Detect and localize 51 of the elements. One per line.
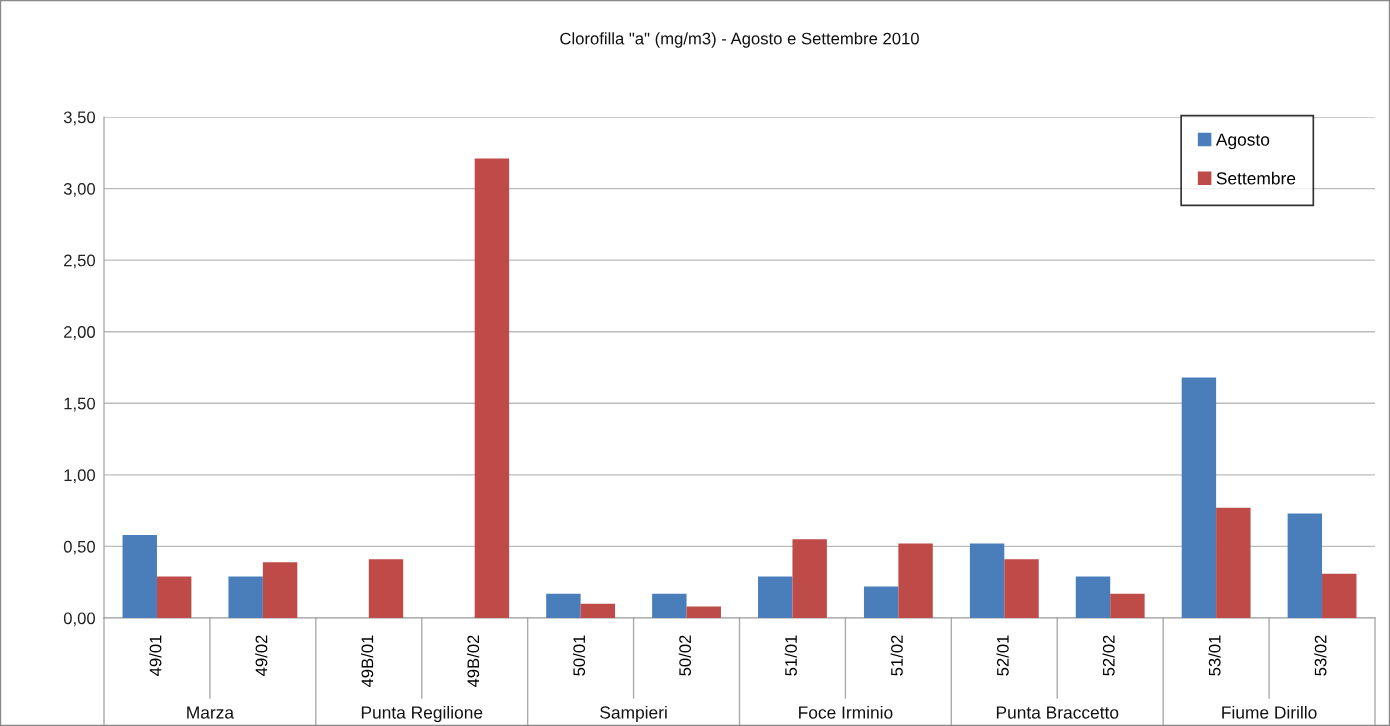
bar	[580, 603, 616, 618]
y-tick-label: 2,00	[64, 326, 96, 340]
bar	[969, 543, 1005, 618]
text: Sampieri	[600, 705, 667, 723]
bar	[1004, 559, 1039, 618]
text: Fiume Dirillo	[1222, 705, 1317, 719]
bar	[863, 586, 899, 618]
bar	[792, 539, 827, 618]
x-tick-label: 52/01	[996, 635, 1009, 676]
x-tick-label: 49/01	[149, 635, 162, 676]
bar	[1181, 377, 1217, 618]
bar	[474, 158, 510, 618]
bar	[1322, 573, 1357, 618]
x-tick-label: 52/02	[1102, 635, 1115, 676]
legend-label: Settembre	[1216, 171, 1296, 185]
text: Punta Regilione	[361, 705, 483, 723]
x-tick-label: 50/01	[572, 635, 586, 676]
text: Marza	[187, 706, 235, 719]
text: Punta Braccetto	[996, 706, 1119, 719]
y-tick-label: 0,00	[63, 612, 96, 627]
bar	[262, 562, 298, 618]
bar	[686, 606, 721, 618]
bar	[1075, 576, 1111, 618]
bar	[898, 543, 933, 618]
x-tick-label: 49B/01	[361, 635, 374, 688]
bar	[122, 534, 157, 618]
bar	[652, 593, 687, 618]
y-tick-label: 3,50	[63, 111, 96, 126]
x-tick-label: 51/01	[784, 635, 797, 676]
y-tick-label: 1,50	[64, 397, 96, 412]
y-tick-label: 2,50	[64, 254, 96, 269]
bar	[1216, 507, 1251, 618]
bar	[368, 559, 404, 618]
x-tick-label: 49B/02	[466, 635, 480, 688]
x-tick-label: 53/01	[1208, 635, 1221, 676]
legend-label: Agosto	[1215, 133, 1270, 150]
x-tick-label: 51/02	[890, 635, 903, 676]
y-tick-label: 3,00	[63, 182, 96, 197]
y-tick-label: 1,00	[64, 469, 96, 484]
bar	[758, 576, 793, 618]
bar	[1287, 513, 1323, 618]
y-tick-label: 0,50	[63, 540, 96, 555]
bar	[1110, 593, 1145, 618]
bar	[156, 576, 192, 618]
chart-title: Clorofilla "a" (mg/m3) - Agosto e Settembre 2010	[560, 32, 919, 48]
x-tick-label: 50/02	[678, 635, 692, 676]
x-tick-label: 53/02	[1314, 635, 1327, 676]
bar	[228, 576, 263, 618]
x-tick-label: 49/02	[255, 635, 268, 676]
text: Foce Irminio	[799, 705, 893, 719]
bar	[546, 593, 581, 618]
